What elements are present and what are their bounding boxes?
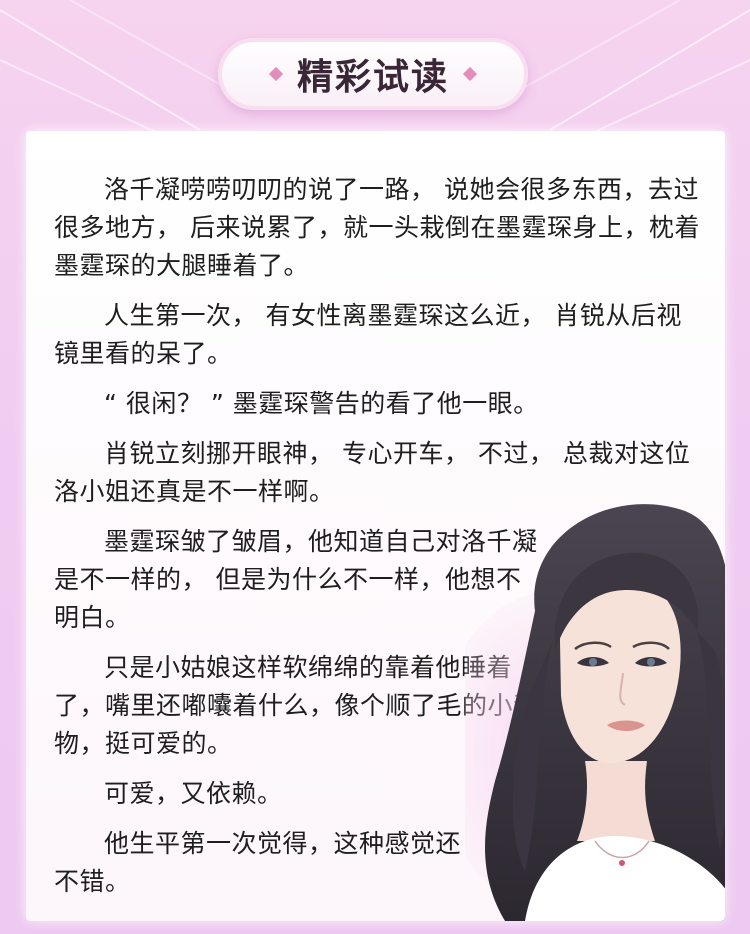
diamond-left-icon (268, 66, 284, 82)
paragraph: 墨霆琛皱了皱眉，他知道自己对洛千凝是不一样的， 但是为什么不一样，他想不明白。 (54, 527, 538, 632)
excerpt-text: 洛千凝唠唠叨叨的说了一路， 说她会很多东西，去过很多地方， 后来说累了，就一头栽… (54, 171, 700, 913)
reading-panel: 洛千凝唠唠叨叨的说了一路， 说她会很多东西，去过很多地方， 后来说累了，就一头栽… (26, 131, 725, 921)
paragraph: 洛千凝唠唠叨叨的说了一路， 说她会很多东西，去过很多地方， 后来说累了，就一头栽… (54, 175, 700, 280)
paragraph: 人生第一次， 有女性离墨霆琛这么近， 肖锐从后视镜里看的呆了。 (54, 301, 682, 368)
paragraph: 肖锐立刻挪开眼神， 专心开车， 不过， 总裁对这位洛小姐还真是不一样啊。 (54, 439, 691, 506)
paragraph: 可爱，又依赖。 (104, 779, 283, 808)
section-title-pill: 精彩试读 (218, 38, 528, 110)
section-title: 精彩试读 (296, 57, 449, 98)
paragraph: 只是小姑娘这样软绵绵的靠着他睡着了，嘴里还嘟囔着什么，像个顺了毛的小动物，挺可爱… (54, 653, 539, 758)
woman-portrait-illustration (465, 504, 725, 921)
paragraph: “ 很闲？ ” 墨霆琛警告的看了他一眼。 (104, 389, 539, 418)
diamond-right-icon (462, 66, 478, 82)
paragraph: 他生平第一次觉得，这种感觉还不错。 (54, 829, 462, 896)
